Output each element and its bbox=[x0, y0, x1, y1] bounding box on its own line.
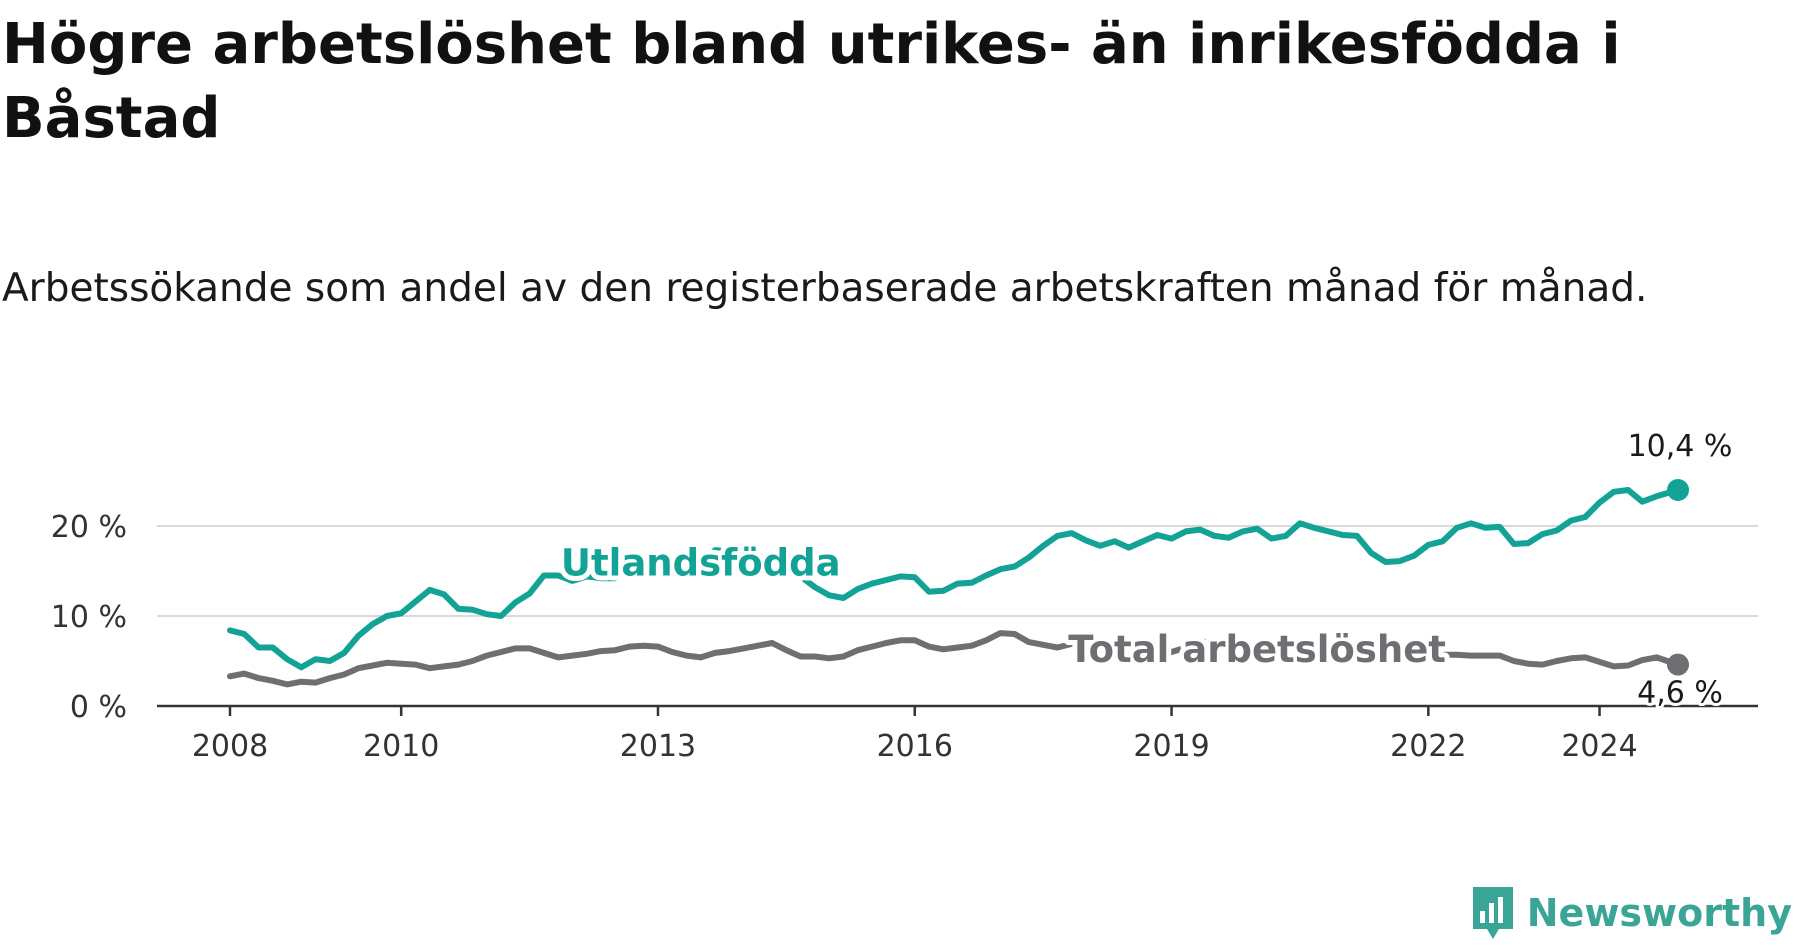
series-lines bbox=[227, 487, 1681, 688]
x-tick-label: 2008 bbox=[192, 729, 268, 764]
newsworthy-logo: Newsworthy bbox=[1469, 878, 1792, 948]
brand-name: Newsworthy bbox=[1526, 891, 1792, 935]
x-tick-label: 2016 bbox=[877, 729, 953, 764]
series-name-label: Utlandsfödda bbox=[561, 542, 841, 585]
series-name-label: Total arbetslöshet bbox=[1068, 628, 1446, 671]
y-tick-label: 0 % bbox=[70, 690, 127, 725]
y-tick-label: 10 % bbox=[51, 600, 127, 635]
axes: 0 % 10 % 20 % 2008 2010 2013 2016 2019 2022 2024 bbox=[51, 510, 1758, 764]
bar-chart-speech-bubble-icon bbox=[1472, 887, 1513, 939]
x-tick-label: 2024 bbox=[1561, 729, 1637, 764]
end-point-marker bbox=[1667, 653, 1689, 676]
end-value-label: 10,4 % bbox=[1628, 430, 1733, 464]
line-chart: 0 %10 %20 %2008 2010 2013 2016 2019 2022 2024 … bbox=[51, 430, 1758, 764]
end-value-label: 4,6 % bbox=[1637, 676, 1723, 711]
total-arbetsloshet-line bbox=[227, 630, 1681, 688]
end-point-marker bbox=[1667, 479, 1689, 501]
x-tick-label: 2013 bbox=[620, 729, 696, 764]
series-labels: 10,4 % 4,6 % Utlandsfödda Total arbetslöshe… bbox=[556, 430, 1735, 714]
x-tick-label: 2010 bbox=[363, 729, 439, 764]
x-tick-label: 2019 bbox=[1133, 729, 1209, 764]
y-tick-label: 20 % bbox=[51, 510, 127, 545]
utlandsfodda-line bbox=[227, 487, 1681, 671]
gridlines bbox=[157, 525, 1758, 617]
x-tick-label: 2022 bbox=[1390, 729, 1466, 764]
chart-title: Högre arbetslöshet bland utrikes- än inr… bbox=[2, 12, 1621, 151]
chart-subtitle: Arbetssökande som andel av den registerb… bbox=[2, 266, 1648, 311]
